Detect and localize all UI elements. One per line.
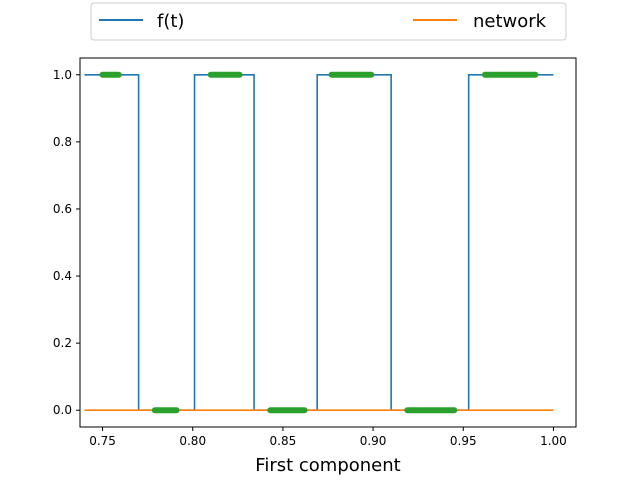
x-axis-label: First component <box>255 455 400 476</box>
y-tick-label: 0.4 <box>53 269 72 283</box>
legend-frame <box>90 2 567 41</box>
y-tick-label: 0.8 <box>53 135 72 149</box>
y-tick-label: 1.0 <box>53 68 72 82</box>
x-tick-label: 0.85 <box>270 434 297 448</box>
x-tick-label: 0.90 <box>360 434 387 448</box>
y-tick-label: 0.0 <box>53 403 72 417</box>
x-tick-label: 0.75 <box>89 434 116 448</box>
plot-frame <box>79 57 577 428</box>
legend-label-ft: f(t) <box>157 11 184 32</box>
x-tick-label: 1.00 <box>540 434 567 448</box>
legend: f(t) network <box>90 2 567 41</box>
legend-label-network: network <box>473 11 547 32</box>
x-tick-label: 0.80 <box>179 434 206 448</box>
y-tick-label: 0.2 <box>53 336 72 350</box>
x-axis-ticks: 0.75 0.80 0.85 0.90 0.95 1.00 <box>89 427 567 448</box>
plot-area <box>80 58 576 427</box>
highlight-layer <box>99 71 539 414</box>
y-axis-ticks: 0.0 0.2 0.4 0.6 0.8 1.0 <box>53 68 80 417</box>
y-tick-label: 0.6 <box>53 202 72 216</box>
x-tick-label: 0.95 <box>450 434 477 448</box>
